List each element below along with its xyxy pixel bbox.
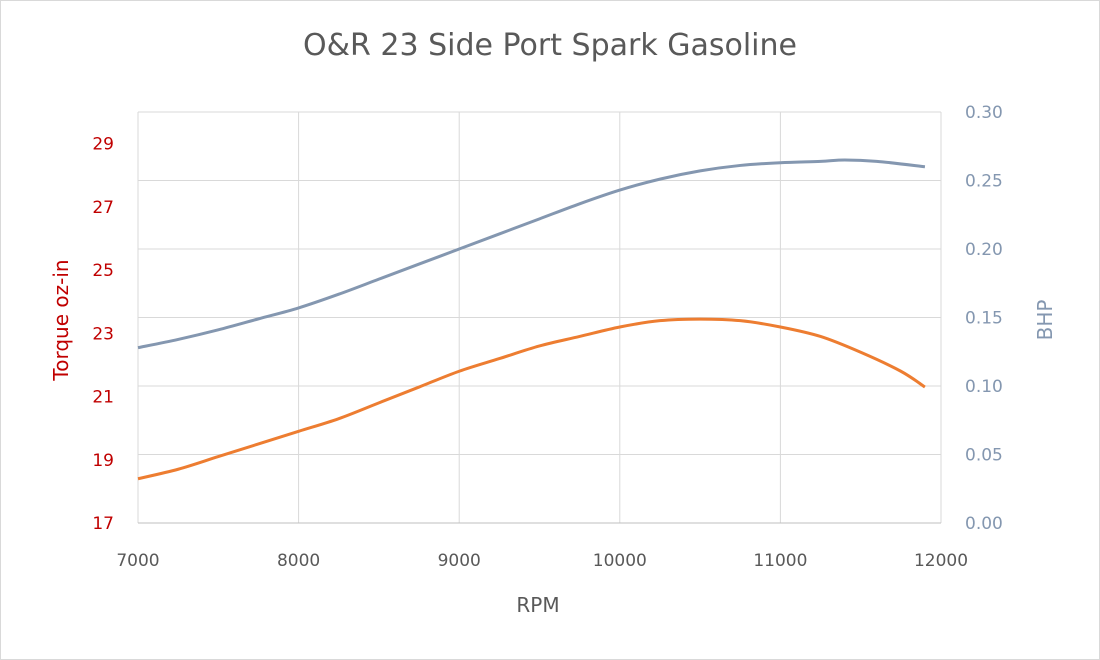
y-left-tick-label: 25 [92, 261, 114, 281]
chart-title: O&R 23 Side Port Spark Gasoline [303, 28, 797, 63]
y-left-tick-label: 23 [92, 324, 114, 344]
y-right-tick-label: 0.10 [965, 377, 1003, 397]
y-right-tick-label: 0.05 [965, 446, 1003, 466]
y-left-tick-label: 19 [92, 451, 114, 471]
y-right-tick-label: 0.00 [965, 514, 1003, 534]
x-tick-label: 10000 [593, 551, 647, 571]
y-right-tick-label: 0.30 [965, 103, 1003, 123]
y-left-tick-label: 29 [92, 135, 114, 155]
x-tick-label: 11000 [753, 551, 807, 571]
x-tick-label: 12000 [914, 551, 968, 571]
y-right-axis-title: BHP [1033, 300, 1057, 341]
y-right-tick-label: 0.25 [965, 172, 1003, 192]
y-left-tick-label: 21 [92, 388, 114, 408]
y-right-tick-label: 0.15 [965, 309, 1003, 329]
bhp-series-line [137, 158, 926, 350]
x-tick-label: 9000 [438, 551, 481, 571]
gridlines [137, 111, 942, 524]
torque-series-line [137, 317, 926, 481]
y-left-tick-label: 27 [92, 198, 114, 218]
series-lines [137, 158, 926, 481]
x-axis-title: RPM [516, 593, 559, 617]
y-right-tick-label: 0.20 [965, 240, 1003, 260]
x-tick-label: 7000 [116, 551, 159, 571]
y-left-tick-label: 17 [92, 514, 114, 534]
tick-labels: 7000 8000 9000 10000 11000 12000 0.00 0.05 0.10 0… [92, 103, 1003, 571]
x-tick-label: 8000 [277, 551, 320, 571]
y-left-axis-title: Torque oz-in [49, 259, 73, 381]
